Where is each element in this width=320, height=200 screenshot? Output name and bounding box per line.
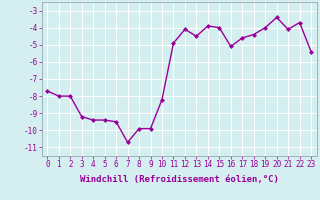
X-axis label: Windchill (Refroidissement éolien,°C): Windchill (Refroidissement éolien,°C) xyxy=(80,175,279,184)
